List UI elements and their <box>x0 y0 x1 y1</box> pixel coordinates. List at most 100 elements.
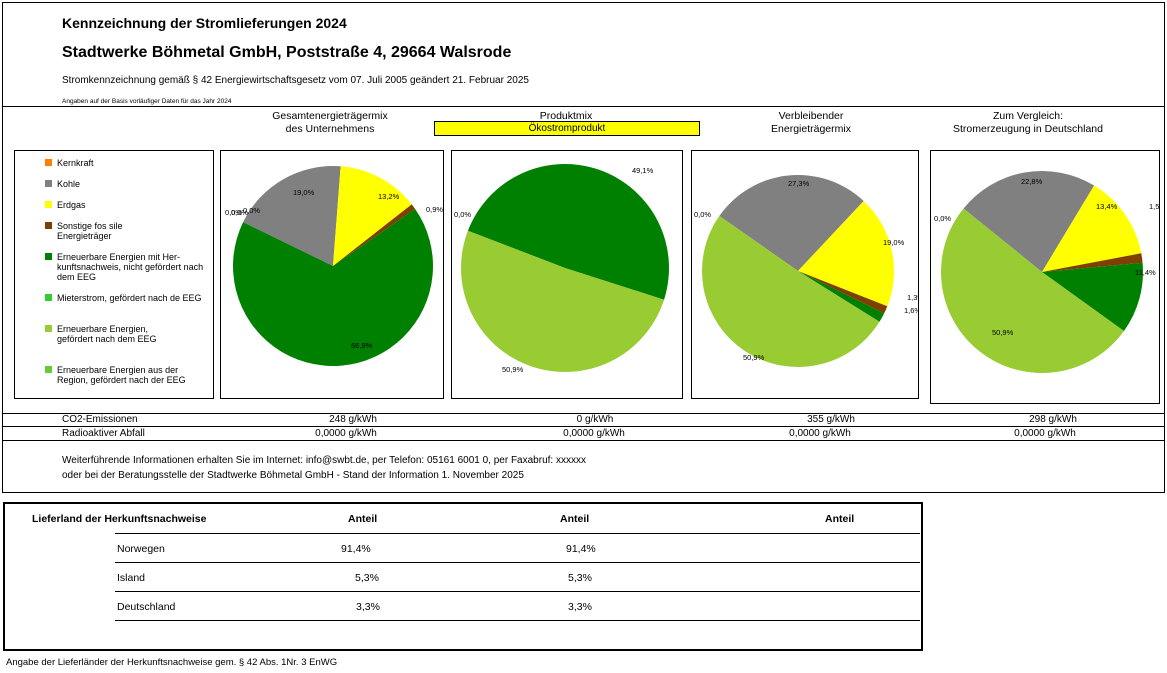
pie-data-label: 0,0% <box>225 208 242 217</box>
legend-label: Kernkraft <box>57 158 94 168</box>
table-divider <box>115 562 920 563</box>
chart-box-germany: 0,0% 22,8% 13,4% 1,5% 11,4% 50,9% <box>930 150 1166 404</box>
pie-data-label: 0,0% <box>243 206 260 215</box>
column-header-residual: Verbleibender Energieträgermix <box>711 110 911 136</box>
origin-table: Lieferland der Herkunftsnachweise Anteil… <box>3 502 923 651</box>
legend-label: Mieterstrom, gefördert nach de EEG <box>57 293 202 303</box>
column-header-line: des Unternehmens <box>285 123 375 135</box>
law-reference: Stromkennzeichnung gemäß § 42 Energiewir… <box>62 75 529 86</box>
chart-box-residual: 0,0% 27,3% 19,0% 1,3% 1,6% 50,9% <box>691 150 924 399</box>
pie-slice <box>719 175 864 271</box>
pie-data-label: 0,0% <box>231 208 248 217</box>
share-header: Anteil <box>348 513 378 525</box>
legend-label: Erdgas <box>57 200 86 210</box>
legend-item: Kohle <box>45 179 212 189</box>
info-line: oder bei der Beratungsstelle der Stadtwe… <box>62 470 524 481</box>
table-divider <box>115 620 920 621</box>
pie-slice <box>701 215 880 368</box>
column-header-line: Energieträgermix <box>771 123 851 135</box>
column-header-line: Gesamtenergieträgermix <box>272 110 388 122</box>
co2-value: 0 g/kWh <box>576 414 614 425</box>
column-header-line: Zum Vergleich: <box>992 110 1064 122</box>
waste-label: Radioaktiver Abfall <box>62 428 145 439</box>
waste-value: 0,0000 g/kWh <box>789 428 851 439</box>
pie-data-label: 0,0% <box>694 210 711 219</box>
column-header-company: Gesamtenergieträgermix des Unternehmens <box>230 110 430 136</box>
legend-label: Sonstige fos sile Energieträger <box>57 221 123 241</box>
pie-data-label: 1,5% <box>1149 202 1159 211</box>
pie-data-label: 50,9% <box>992 328 1014 337</box>
product-highlight-label: Ökostromprodukt <box>434 121 700 136</box>
pie-data-label: 19,0% <box>293 188 315 197</box>
divider <box>3 106 1164 107</box>
share-header: Anteil <box>825 513 855 525</box>
pie-chart-company: 0,0% 19,0% 13,2% 0,9% 66,9% 0,0%0,0% <box>225 166 443 367</box>
pie-slice <box>798 200 894 307</box>
pie-data-label: 50,9% <box>743 353 765 362</box>
chart-box-product: 0,0% 49,1% 50,9% <box>451 150 683 399</box>
column-header-product: Produktmix <box>539 110 593 122</box>
legend-label: Kohle <box>57 179 81 189</box>
pie-slice <box>232 208 433 367</box>
pie-chart-product: 0,0% 49,1% 50,9% <box>454 163 670 374</box>
pie-chart-germany: 0,0% 22,8% 13,4% 1,5% 11,4% 50,9% <box>934 171 1166 373</box>
legend-swatch <box>45 294 52 301</box>
table-cell-share: 5,3% <box>568 572 592 584</box>
table-cell-share: 3,3% <box>568 601 592 613</box>
pie-data-label: 1,3% <box>907 293 918 302</box>
table-cell-share: 91,4% <box>566 543 596 555</box>
company-name: Stadtwerke Böhmetal GmbH, Poststraße 4, … <box>62 44 512 61</box>
pie-slice <box>1042 262 1143 332</box>
pie-data-label: 50,9% <box>502 365 524 374</box>
pie-data-label: 0,0% <box>934 214 951 223</box>
column-header-line: Stromerzeugung in Deutschland <box>952 123 1103 135</box>
legend-swatch <box>45 159 52 166</box>
legend-swatch <box>45 201 52 208</box>
pie-slice <box>963 171 1095 272</box>
origin-table-header: Lieferland der Herkunftsnachweise <box>32 513 207 525</box>
legend-item: Erneuerbare Energien mit Her-kunftsnachw… <box>45 252 207 282</box>
pie-data-label: 1,6% <box>904 306 918 315</box>
bottom-note: Angabe der Lieferländer der Herkunftsnac… <box>6 657 338 668</box>
co2-value: 298 g/kWh <box>1029 414 1077 425</box>
pie-data-label: 0,9% <box>426 205 443 214</box>
pie-data-label: 11,4% <box>1135 268 1156 277</box>
divider <box>3 440 1164 441</box>
table-cell-country: Deutschland <box>117 601 176 613</box>
pie-slice <box>1042 185 1142 272</box>
legend-swatch <box>45 222 52 229</box>
pie-data-label: 19,0% <box>883 238 905 247</box>
legend-item: Sonstige fos sile Energieträger <box>45 221 157 241</box>
column-header-germany: Zum Vergleich: Stromerzeugung in Deutsch… <box>928 110 1128 136</box>
waste-value: 0,0000 g/kWh <box>315 428 377 439</box>
pie-slice <box>461 230 665 372</box>
table-divider <box>115 533 920 534</box>
waste-value: 0,0000 g/kWh <box>563 428 625 439</box>
legend-item: Mieterstrom, gefördert nach de EEG <box>45 293 207 303</box>
legend-label: Erneuerbare Energien mit Her-kunftsnachw… <box>57 252 204 282</box>
pie-slice <box>467 163 670 300</box>
legend-item: Erneuerbare Energien, gefördert nach dem… <box>45 324 177 344</box>
pie-data-label: 0,0% <box>454 210 471 219</box>
table-divider <box>115 591 920 592</box>
legend: Kernkraft Kohle Erdgas Sonstige fos sile… <box>14 150 214 399</box>
divider <box>3 426 1164 427</box>
chart-box-company: 0,0% 19,0% 13,2% 0,9% 66,9% 0,0% 0,0% <box>220 150 444 399</box>
divider <box>3 413 1164 414</box>
info-line: Weiterführende Informationen erhalten Si… <box>62 455 586 466</box>
table-cell-share: 5,3% <box>355 572 379 584</box>
legend-item: Erdgas <box>45 200 212 210</box>
co2-value: 248 g/kWh <box>329 414 377 425</box>
table-cell-country: Island <box>117 572 146 584</box>
pie-chart-residual: 0,0% 27,3% 19,0% 1,3% 1,6% 50,9% <box>694 175 924 368</box>
pie-slice <box>333 204 416 266</box>
pie-slice <box>1042 253 1143 272</box>
table-cell-country: Norwegen <box>117 543 165 555</box>
legend-swatch <box>45 180 52 187</box>
share-header: Anteil <box>560 513 590 525</box>
legend-swatch <box>45 366 52 373</box>
data-basis-note: Angaben auf der Basis vorläufiger Daten … <box>62 98 232 105</box>
pie-slice <box>941 208 1124 373</box>
pie-data-label: 13,2% <box>378 192 400 201</box>
pie-slice <box>243 166 341 266</box>
